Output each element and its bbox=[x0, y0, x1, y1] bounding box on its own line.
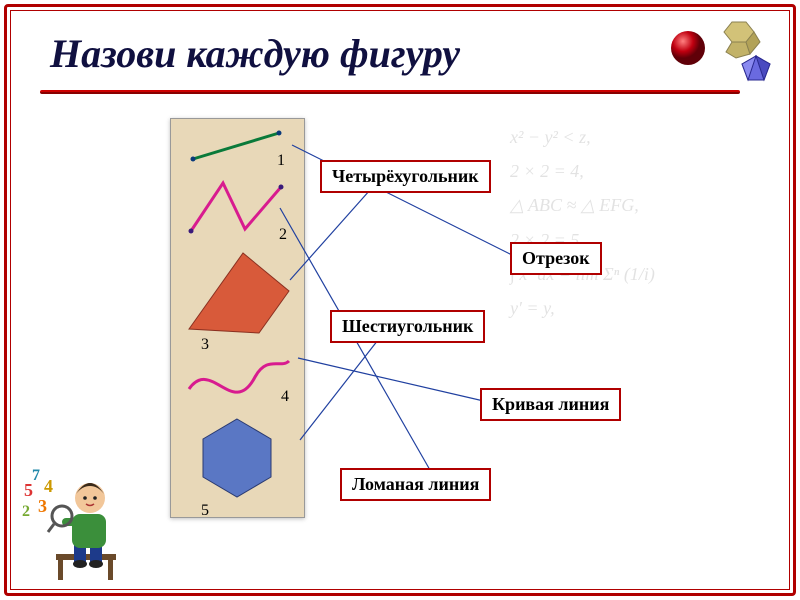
shape-number: 4 bbox=[281, 388, 289, 405]
character-icon: 5 7 4 2 3 bbox=[18, 462, 138, 582]
shape-segment bbox=[193, 133, 279, 159]
shape-curve bbox=[189, 361, 289, 392]
shape-number: 5 bbox=[201, 502, 209, 519]
svg-text:4: 4 bbox=[44, 476, 53, 496]
label-quadrilateral: Четырёхугольник bbox=[320, 160, 491, 193]
shape-number: 2 bbox=[279, 226, 287, 243]
corner-shapes-icon bbox=[666, 18, 776, 98]
label-curve: Кривая линия bbox=[480, 388, 621, 421]
label-hexagon: Шестиугольник bbox=[330, 310, 485, 343]
page-title: Назови каждую фигуру bbox=[50, 30, 460, 77]
label-polyline: Ломаная линия bbox=[340, 468, 491, 501]
shape-number: 3 bbox=[201, 336, 209, 353]
shape-number: 1 bbox=[277, 152, 285, 169]
svg-text:2: 2 bbox=[22, 503, 30, 520]
svg-text:3: 3 bbox=[38, 496, 47, 516]
label-segment: Отрезок bbox=[510, 242, 602, 275]
svg-text:7: 7 bbox=[32, 467, 40, 484]
title-underline bbox=[40, 90, 740, 94]
shape-hexagon bbox=[203, 419, 271, 497]
shapes-panel: 1 2 3 4 5 bbox=[170, 118, 305, 518]
shape-quadrilateral bbox=[189, 253, 289, 333]
shape-polyline bbox=[191, 183, 281, 231]
